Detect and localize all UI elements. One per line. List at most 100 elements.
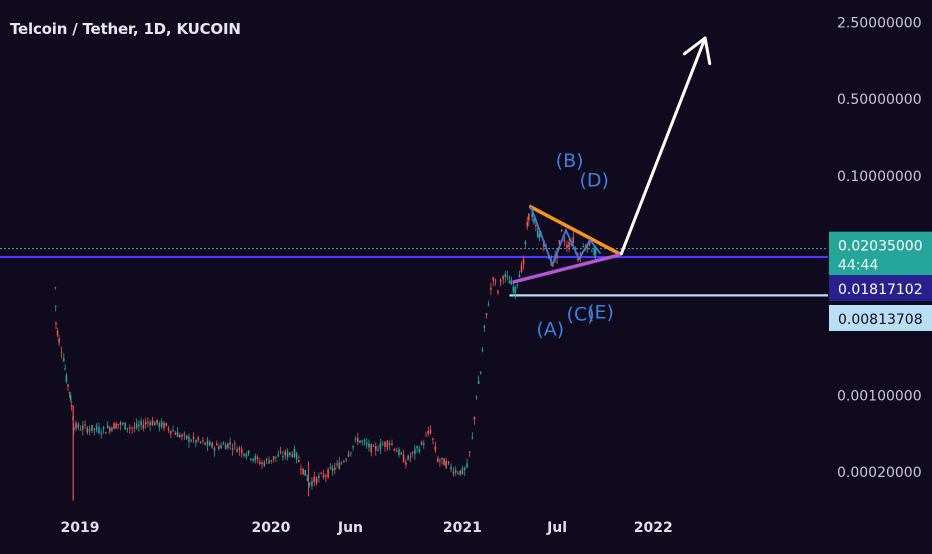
candle-body [475, 396, 478, 398]
candle-body [350, 452, 352, 454]
candle-body [477, 380, 480, 384]
candle-body [352, 445, 354, 448]
candle-body [338, 462, 341, 469]
candle-body [84, 424, 86, 426]
candle-body [238, 447, 241, 451]
candle-body [512, 286, 515, 292]
candle-body [393, 448, 396, 451]
candle-body [372, 445, 375, 447]
candle-body [531, 212, 534, 218]
candle-body [445, 460, 447, 468]
price-label-box [829, 275, 932, 301]
candle-body [268, 460, 270, 464]
candle-body [259, 462, 261, 464]
candle-body [185, 435, 188, 439]
candle-body [471, 437, 474, 439]
candle-body [227, 443, 229, 448]
candle-body [88, 429, 91, 432]
candle-body [325, 475, 327, 477]
candle-body [240, 449, 243, 454]
candle-body [409, 456, 412, 458]
candle-body [158, 422, 161, 427]
candle-body [327, 469, 329, 478]
candle-body [206, 440, 209, 446]
y-tick-label: 0.00100000 [837, 388, 922, 404]
candle-body [117, 423, 120, 425]
candle-body [178, 434, 181, 438]
price-labels-layer: 0.02035000 44:44 0.01817102 0.00813708 [829, 231, 932, 331]
candle-body [86, 427, 89, 433]
candle-body [265, 458, 268, 460]
candle-body [63, 358, 65, 362]
candle-body [156, 419, 158, 424]
candle-body [170, 430, 172, 434]
candle-body [374, 446, 377, 451]
elliott-wave-path [530, 206, 602, 268]
candle-body [586, 246, 589, 250]
candle-body [452, 471, 455, 474]
candle-body [250, 458, 252, 460]
wave-label: (E) [587, 302, 614, 324]
candle-body [528, 213, 530, 221]
candle-body [113, 423, 115, 429]
candle-body [167, 428, 170, 431]
candle-body [247, 450, 250, 454]
candle-body [329, 467, 332, 469]
y-tick-label: 0.50000000 [837, 92, 922, 108]
candle-body [574, 248, 577, 250]
candle-body [183, 433, 186, 435]
candle-body [524, 241, 527, 245]
candle-body [54, 287, 57, 289]
arrow-layer [619, 36, 712, 256]
candle-body [211, 442, 213, 448]
candle-body [149, 422, 151, 426]
candle-body [499, 279, 502, 282]
wave-label: (D) [579, 169, 608, 191]
candle-body [109, 427, 111, 432]
candle-body [504, 274, 507, 278]
candle-body [93, 428, 96, 430]
trendlines-layer [512, 205, 622, 284]
candle-body [133, 426, 136, 429]
candle-body [58, 338, 60, 343]
x-axis[interactable]: 2019 2020 Jun 2021 Jul 2022 [61, 520, 673, 536]
candle-body [174, 433, 177, 435]
candle-body [320, 472, 323, 474]
candle-body [506, 275, 509, 277]
candle-body [441, 457, 443, 460]
candle-body [199, 441, 202, 443]
candle-body [233, 443, 236, 445]
candle-body [181, 434, 183, 437]
wave-layer: (A) (B) (C) (D) (E) [530, 150, 614, 341]
candle-body [436, 458, 439, 462]
candle-body [447, 461, 450, 464]
candle-body [481, 349, 484, 352]
candle-body [439, 460, 441, 462]
candle-body [261, 462, 263, 464]
y-axis[interactable]: 2.50000000 0.50000000 0.10000000 0.00100000… [837, 15, 922, 481]
candle-body [138, 424, 140, 427]
candle-body [243, 453, 245, 456]
candle-body [450, 466, 452, 470]
candle-body [518, 274, 521, 278]
candle-body [104, 432, 107, 434]
candle-body [213, 447, 216, 451]
candle-body [231, 448, 234, 450]
candle-body [568, 241, 570, 248]
candle-body [65, 375, 68, 383]
candle-body [284, 451, 287, 456]
candle-body [459, 470, 461, 475]
candle-body [67, 384, 69, 387]
candle-body [494, 280, 497, 282]
candle-body [163, 422, 165, 429]
y-tick-label: 0.10000000 [837, 169, 922, 185]
candle-body [384, 441, 386, 447]
candle-body [485, 313, 488, 316]
price-label-value: 0.00813708 [838, 312, 923, 328]
candle-body [407, 455, 409, 460]
candle-body [381, 444, 384, 446]
candle-body [594, 248, 597, 255]
candle-body [345, 459, 347, 461]
